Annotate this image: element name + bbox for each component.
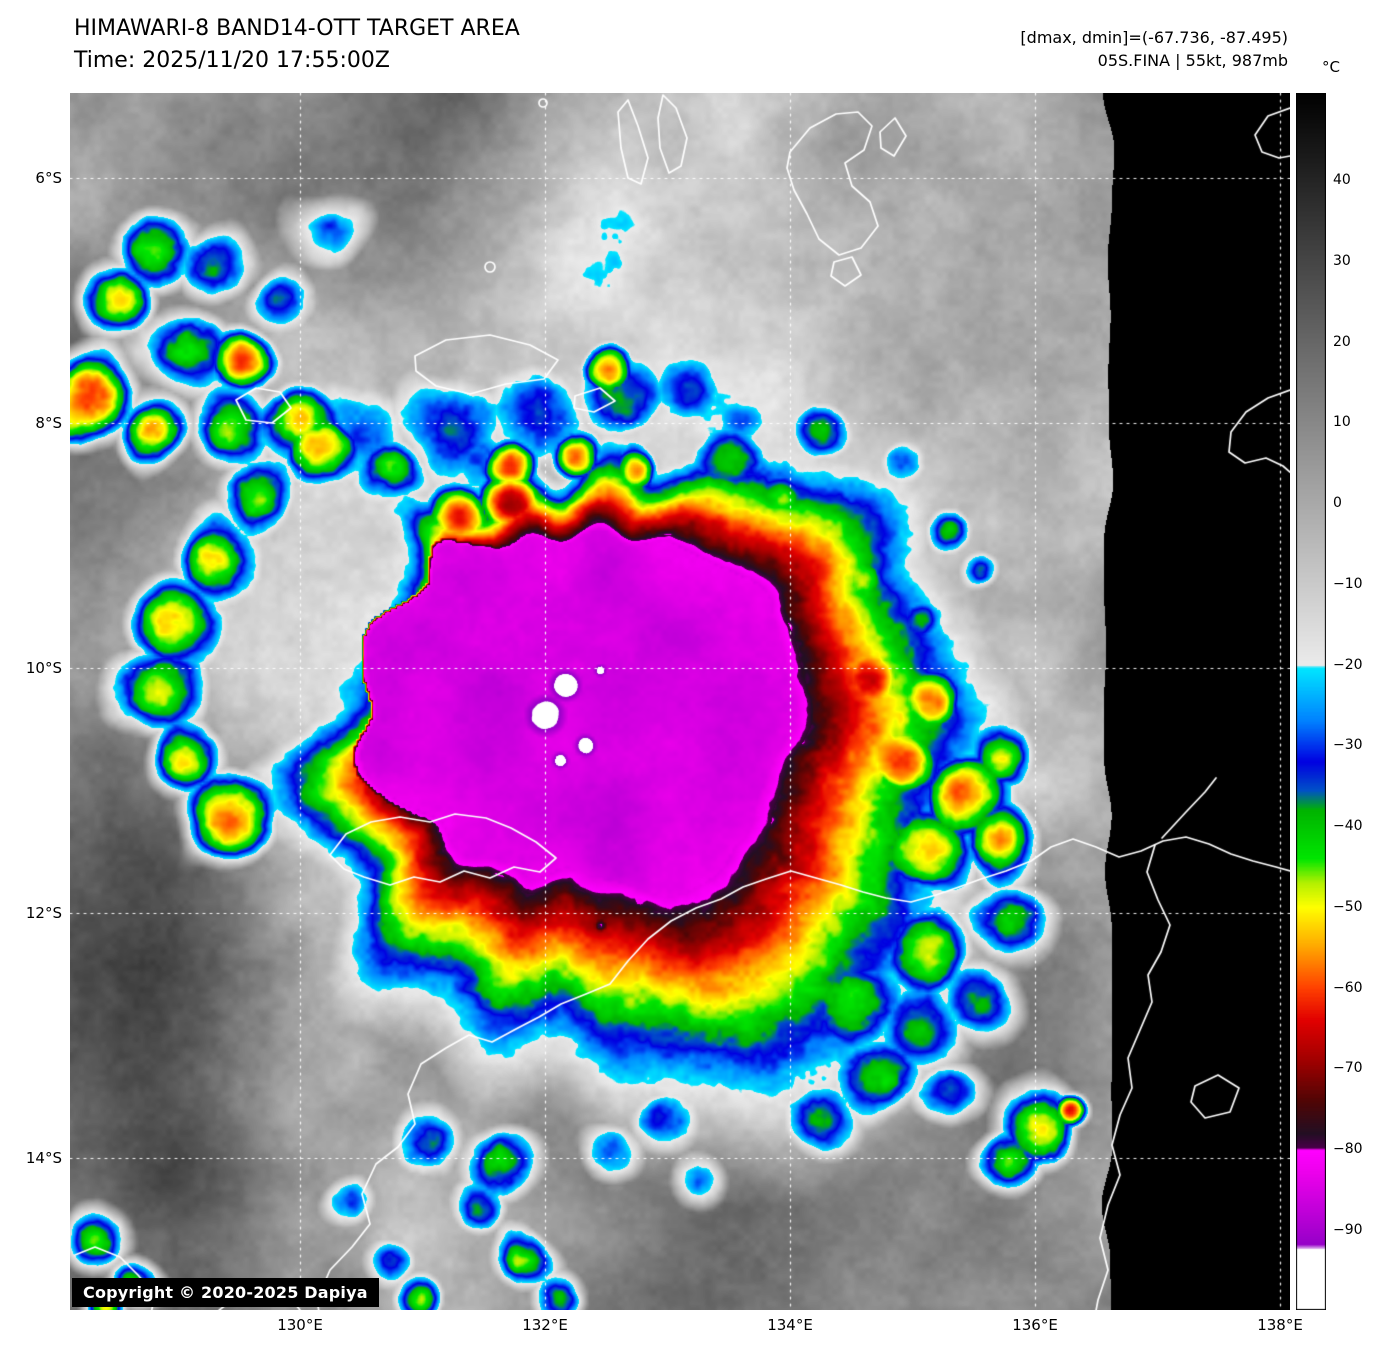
product-title: HIMAWARI-8 BAND14-OTT TARGET AREA [74, 16, 520, 41]
lon-tick-label: 130°E [277, 1316, 323, 1334]
storm-info: 05S.FINA | 55kt, 987mb [1097, 51, 1288, 70]
colorbar-tick-label: −40 [1333, 818, 1363, 835]
colorbar-unit-label: °C [1322, 58, 1340, 76]
lon-tick-label: 134°E [767, 1316, 813, 1334]
dmax-dmin-readout: [dmax, dmin]=(-67.736, -87.495) [1020, 28, 1288, 47]
lat-tick-label: 10°S [25, 659, 62, 677]
colorbar-tick-label: −50 [1333, 898, 1363, 915]
colorbar-tick-label: −80 [1333, 1141, 1363, 1158]
colorbar-tick-label: −30 [1333, 737, 1363, 754]
colorbar [1296, 93, 1326, 1310]
satellite-image [70, 93, 1290, 1310]
lat-tick-label: 8°S [35, 414, 62, 432]
lat-tick-label: 12°S [25, 904, 62, 922]
lat-tick-label: 14°S [25, 1149, 62, 1167]
colorbar-tick-label: 40 [1333, 172, 1351, 188]
timestamp: Time: 2025/11/20 17:55:00Z [74, 48, 390, 73]
colorbar-tick-label: −20 [1333, 656, 1363, 673]
colorbar-tick-label: −90 [1333, 1222, 1363, 1238]
lon-tick-label: 132°E [522, 1316, 568, 1334]
colorbar-tick-label: −10 [1333, 575, 1363, 592]
colorbar-tick-label: 10 [1333, 414, 1351, 431]
lat-tick-label: 6°S [35, 169, 62, 187]
colorbar-tick-label: −70 [1333, 1060, 1363, 1077]
colorbar-tick-label: 30 [1333, 252, 1351, 269]
lon-tick-label: 138°E [1257, 1316, 1303, 1334]
colorbar-tick-label: 0 [1333, 495, 1342, 512]
lon-tick-label: 136°E [1012, 1316, 1058, 1334]
colorbar-tick-label: −60 [1333, 979, 1363, 996]
colorbar-tick-label: 20 [1333, 333, 1351, 350]
copyright-badge: Copyright © 2020-2025 Dapiya [72, 1278, 379, 1307]
